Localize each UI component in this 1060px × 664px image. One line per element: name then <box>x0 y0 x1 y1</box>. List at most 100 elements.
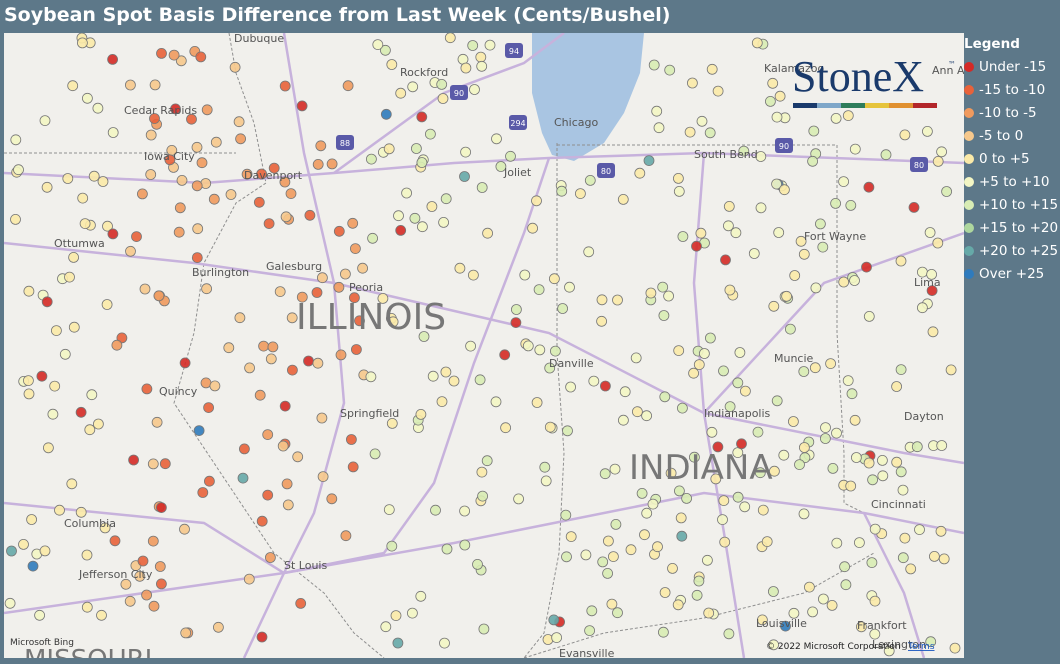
map-dot <box>418 331 430 342</box>
map-dot <box>699 348 710 359</box>
map-dot <box>128 454 140 466</box>
stonex-logo: StoneX ™ <box>792 52 956 108</box>
map-dot <box>191 252 203 264</box>
map-dot <box>838 176 849 188</box>
map-dot <box>610 518 622 530</box>
map-dot <box>880 149 892 161</box>
logo-tm: ™ <box>948 60 956 69</box>
map-dot <box>658 310 670 321</box>
map-dot <box>723 220 734 232</box>
map-dot <box>22 375 34 387</box>
map-dot <box>201 104 213 116</box>
legend-swatch <box>964 176 974 187</box>
terms-link[interactable]: Terms <box>907 642 935 652</box>
map-dot <box>820 422 831 434</box>
map-dot <box>693 575 705 587</box>
map-dot <box>648 59 660 71</box>
map-dot <box>767 77 779 89</box>
map-dot <box>436 396 448 408</box>
map-dot <box>23 285 35 297</box>
map-dot <box>861 261 872 273</box>
map-dot <box>533 284 545 296</box>
map-dot <box>505 150 516 162</box>
map-dot <box>209 380 221 392</box>
map-dot <box>75 506 87 518</box>
map-dot <box>932 155 944 167</box>
map-dot <box>460 62 472 74</box>
map-dot <box>225 189 237 200</box>
map-dot <box>64 271 75 283</box>
map-dot <box>379 44 391 56</box>
highway-number: 88 <box>340 139 350 148</box>
place-label: Dayton <box>904 410 944 423</box>
map-dot <box>426 201 438 212</box>
map-dot <box>659 391 671 403</box>
map-dot <box>932 237 944 249</box>
map-dot <box>519 269 531 281</box>
map-dot <box>849 414 861 426</box>
map-dot <box>897 552 909 564</box>
legend-label: +5 to +10 <box>979 173 1050 190</box>
map-dot <box>62 173 74 184</box>
map-dot <box>676 530 688 542</box>
map-dot <box>687 77 698 89</box>
map-dot <box>580 549 592 561</box>
place-label: Cedar Rapids <box>124 104 197 117</box>
legend-item: +15 to +20 <box>964 213 1060 242</box>
map-dot <box>899 129 911 141</box>
map[interactable]: Dubuque Rockford Kalamazoo Ann Arbor Cedar R… <box>4 33 964 658</box>
map-dot <box>75 406 87 418</box>
map-dot <box>88 170 100 182</box>
map-dot <box>820 433 831 444</box>
legend-swatch <box>964 130 974 141</box>
map-dot <box>936 146 947 158</box>
highway-number: 80 <box>601 167 611 176</box>
map-dot <box>924 227 936 238</box>
map-dot <box>354 315 365 327</box>
map-dot <box>304 209 316 221</box>
map-dot <box>596 294 608 306</box>
map-dot <box>256 168 268 180</box>
map-dot <box>208 193 220 205</box>
place-label: Fort Wayne <box>804 230 866 243</box>
map-dot <box>383 504 395 516</box>
map-dot <box>689 451 700 463</box>
map-dot <box>730 227 742 239</box>
map-dot <box>588 375 600 387</box>
map-dot <box>549 273 560 285</box>
place-label: Columbia <box>64 517 116 530</box>
map-dot <box>256 631 268 643</box>
legend-item: -10 to -5 <box>964 98 1060 127</box>
place-label: Springfield <box>340 407 399 420</box>
map-dot <box>897 484 909 496</box>
map-dot <box>81 549 93 561</box>
map-dot <box>891 456 903 468</box>
map-dot <box>511 304 522 315</box>
place-label: Dubuque <box>234 33 284 45</box>
place-label: Indianapolis <box>704 407 771 420</box>
map-dot <box>427 370 439 382</box>
map-dot <box>253 196 265 208</box>
legend-swatch <box>964 61 974 72</box>
legend-label: -15 to -10 <box>979 81 1046 98</box>
map-dot <box>808 125 820 137</box>
map-dot <box>641 507 653 519</box>
map-dot <box>817 241 829 253</box>
map-dot <box>936 440 948 451</box>
map-dot <box>280 211 292 223</box>
map-dot <box>779 184 790 196</box>
map-dot <box>774 90 786 102</box>
place-label: South Bend <box>694 148 758 161</box>
map-dot <box>316 412 328 424</box>
map-dot <box>899 532 911 544</box>
map-dot <box>513 493 524 505</box>
place-label: Jefferson City <box>78 568 153 581</box>
map-dot <box>773 227 785 238</box>
map-dot <box>454 262 466 274</box>
map-dot <box>851 452 862 463</box>
highway-number: 80 <box>914 161 924 170</box>
map-dot <box>675 512 687 524</box>
map-dot <box>584 174 596 186</box>
map-dot <box>347 217 359 229</box>
